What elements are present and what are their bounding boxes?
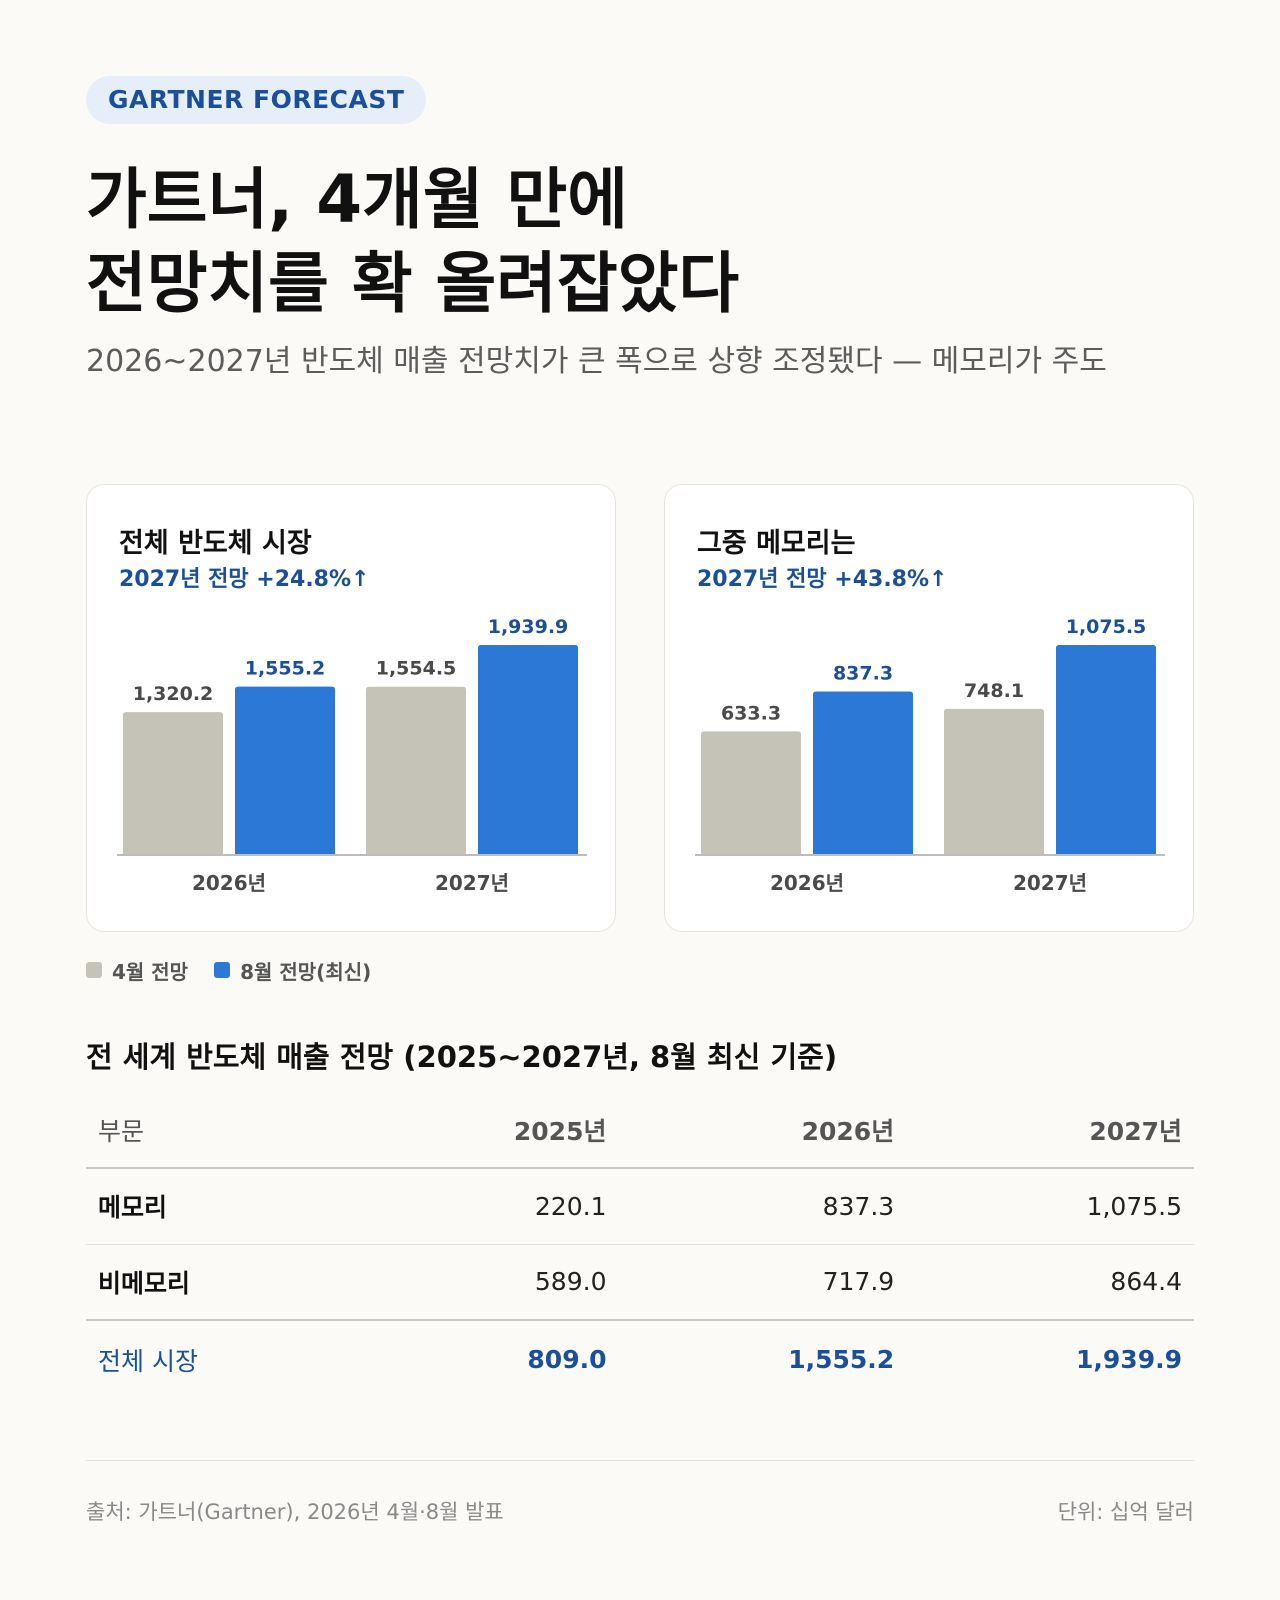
- unit-note: 단위: 십억 달러: [1057, 1500, 1194, 1524]
- table-title: 전 세계 반도체 매출 전망 (2025~2027년, 8월 최신 기준): [86, 1040, 838, 1074]
- table-row: 메모리 220.1 837.3 1,075.5: [86, 1168, 1194, 1245]
- bar-value-label: 633.3: [721, 702, 781, 724]
- legend-label-august: 8월 전망(최신): [240, 959, 372, 984]
- table-cell: 전체 시장: [86, 1319, 361, 1398]
- infographic: GARTNER FORECAST 가트너, 4개월 만에 전망치를 확 올려잡았…: [86, 0, 1194, 1600]
- column-header: 2027년: [906, 1092, 1194, 1169]
- bar-august-1: [478, 645, 578, 855]
- headline-line-1: 가트너, 4개월 만에: [86, 161, 628, 238]
- bar-chart-total-market: 1,320.2 1,555.2 2026년 1,554.5 1,939.9 2027년: [117, 616, 587, 895]
- category-badge: GARTNER FORECAST: [86, 76, 427, 124]
- table-cell: 864.4: [906, 1244, 1194, 1321]
- legend-item-august: 8월 전망(최신): [214, 956, 371, 985]
- bar-value-label: 1,075.5: [1066, 616, 1147, 638]
- table-cell: 220.1: [360, 1168, 619, 1245]
- bar-chart-memory: 633.3 837.3 2026년 748.1 1,075.5 2027년: [695, 616, 1165, 895]
- table-header-row: 부문 2025년 2026년 2027년: [86, 1092, 1194, 1169]
- bar-august-0: [235, 686, 335, 855]
- source-note: 출처: 가트너(Gartner), 2026년 4월·8월 발표: [86, 1500, 504, 1524]
- bar-august-0: [813, 691, 913, 855]
- bar-value-label: 837.3: [833, 663, 893, 685]
- bar-value-label: 1,320.2: [133, 683, 214, 705]
- legend-swatch-august: [214, 962, 231, 978]
- table-cell: 비메모리: [86, 1244, 361, 1321]
- bar-august-1: [1056, 645, 1156, 855]
- table-cell: 메모리: [86, 1168, 361, 1245]
- chart-card-total-market: 전체 반도체 시장 2027년 전망 +24.8%↑ 1,320.2 1,555.…: [86, 484, 616, 932]
- subtitle: 2026~2027년 반도체 매출 전망치가 큰 폭으로 상향 조정됐다 — 메…: [86, 344, 1107, 379]
- footer-divider: [86, 1460, 1194, 1461]
- table-cell: 1,939.9: [906, 1319, 1194, 1398]
- chart-subtitle: 2027년 전망 +24.8%↑: [119, 567, 370, 592]
- chart-title: 전체 반도체 시장: [119, 528, 312, 559]
- bar-april-1: [366, 686, 466, 855]
- column-header: 2026년: [618, 1092, 907, 1169]
- chart-title: 그중 메모리는: [697, 528, 856, 559]
- legend-label-april: 4월 전망: [112, 959, 189, 984]
- table-cell: 589.0: [360, 1244, 619, 1321]
- x-tick-label: 2027년: [435, 871, 509, 895]
- legend-swatch-april: [86, 962, 102, 978]
- x-tick-label: 2026년: [770, 871, 844, 895]
- table-cell: 809.0: [360, 1319, 619, 1398]
- column-header: 2025년: [360, 1092, 619, 1169]
- table-cell: 717.9: [618, 1244, 907, 1321]
- table-row: 비메모리 589.0 717.9 864.4: [86, 1244, 1194, 1321]
- bar-value-label: 748.1: [964, 680, 1024, 702]
- bar-april-0: [123, 712, 223, 855]
- bar-value-label: 1,939.9: [488, 616, 569, 638]
- table-cell: 1,075.5: [906, 1168, 1194, 1245]
- headline-line-2: 전망치를 확 올려잡았다: [86, 245, 740, 322]
- headline: 가트너, 4개월 만에 전망치를 확 올려잡았다: [86, 158, 1194, 326]
- bar-april-1: [944, 708, 1044, 855]
- bar-value-label: 1,555.2: [245, 658, 326, 680]
- chart-subtitle: 2027년 전망 +43.8%↑: [697, 567, 948, 592]
- bar-value-label: 1,554.5: [376, 658, 457, 680]
- legend-item-april: 4월 전망: [86, 956, 188, 985]
- x-tick-label: 2027년: [1013, 871, 1087, 895]
- table-total-row: 전체 시장 809.0 1,555.2 1,939.9: [86, 1319, 1194, 1398]
- table-cell: 837.3: [618, 1168, 907, 1245]
- table-cell: 1,555.2: [618, 1319, 907, 1398]
- forecast-table: 부문 2025년 2026년 2027년 메모리 220.1 837.3 1,0…: [86, 1092, 1194, 1398]
- column-header: 부문: [86, 1092, 361, 1169]
- bar-april-0: [701, 731, 801, 855]
- x-tick-label: 2026년: [192, 871, 266, 895]
- chart-card-memory: 그중 메모리는 2027년 전망 +43.8%↑ 633.3 837.3 2026년…: [664, 484, 1194, 932]
- chart-legend: 4월 전망 8월 전망(최신): [86, 956, 397, 984]
